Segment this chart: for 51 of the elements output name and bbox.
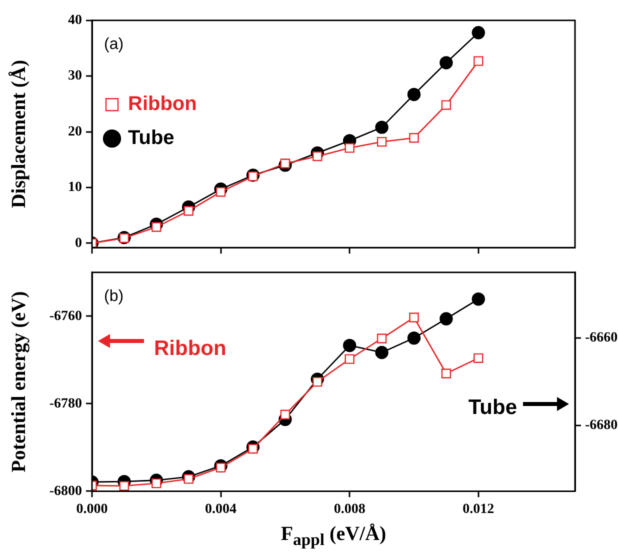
point [152,478,162,488]
point [441,368,452,378]
point [216,462,226,472]
point [407,331,421,345]
point [440,56,453,70]
point [344,354,354,364]
text: Tube [468,396,517,419]
y-tick-label: 0 [75,236,82,251]
y-tick-label: 20 [68,124,82,140]
point [312,151,322,162]
point [375,120,388,134]
legend-label: Ribbon [154,336,226,360]
point [474,56,484,66]
point [407,88,421,102]
point [472,26,485,40]
legend-label: Tube [128,127,174,150]
y-tick-label: -6780 [49,396,82,412]
point [119,481,130,491]
point [375,346,388,360]
y-axis-title: Displacement (Å) [8,60,30,208]
y-tick-label: 30 [68,68,82,84]
point [280,158,290,168]
point [409,312,419,322]
point [312,376,322,387]
x-axis-title: F$_{appl}$ (eV/Å) [280,522,388,551]
x-tick-label: 0.000 [76,502,108,518]
point [343,338,356,352]
y-tick-label: 10 [68,180,82,196]
x-tick-label: 0.004 [205,502,237,518]
point [441,100,452,110]
y2-tick-label: -6660 [585,330,618,346]
point [440,312,453,326]
point [344,143,354,153]
legend-label: Ribbon [128,93,197,116]
y-axis-title: Potential energy (eV) [8,291,30,472]
point [472,292,485,306]
y2-tick-label: -6680 [585,418,618,434]
point [119,233,130,243]
point [376,136,387,147]
y-tick-label: -6800 [49,484,82,499]
point [280,410,290,420]
point [409,133,419,143]
y-tick-label: -6760 [49,308,82,324]
point [376,334,387,344]
y-tick-label: 40 [68,13,82,28]
annotation: (b) [104,288,124,305]
point [474,353,484,364]
x-tick-label: 0.012 [462,502,494,518]
x-tick-label: 0.008 [334,502,366,518]
point [216,187,226,197]
annotation: (a) [104,36,124,53]
